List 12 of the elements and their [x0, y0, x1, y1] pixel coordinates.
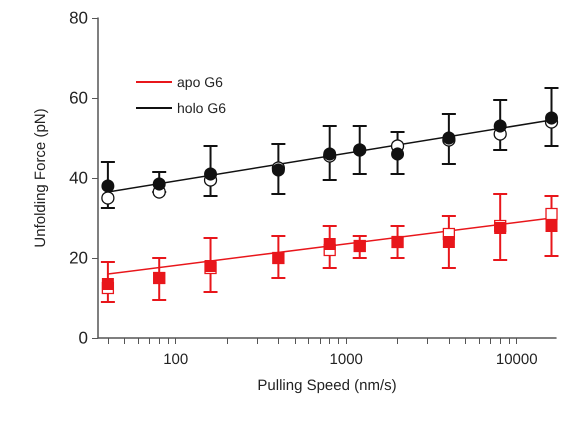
- x-axis-title: Pulling Speed (nm/s): [257, 377, 397, 394]
- x-tick-label: 1000: [330, 351, 363, 368]
- legend-label: holo G6: [177, 100, 226, 116]
- x-tick-label: 10000: [496, 351, 538, 368]
- y-tick-label: 20: [69, 248, 88, 268]
- y-tick-label: 0: [78, 328, 88, 348]
- y-tick-label: 60: [69, 88, 88, 108]
- y-axis-title: Unfolding Force (pN): [32, 108, 49, 248]
- legend-label: apo G6: [177, 74, 224, 90]
- y-tick-label: 40: [69, 168, 88, 188]
- y-tick-label: 80: [69, 8, 88, 28]
- x-tick-label: 100: [163, 351, 188, 368]
